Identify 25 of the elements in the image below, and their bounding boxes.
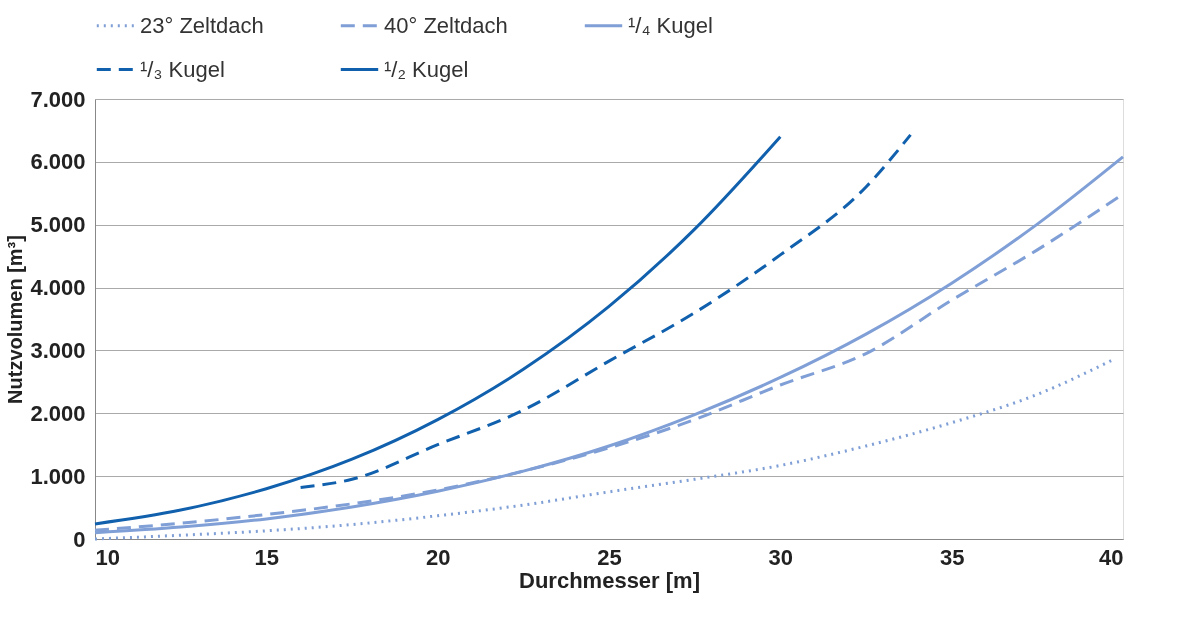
legend-label: 23° Zeltdach	[140, 12, 264, 38]
x-tick-label: 20	[425, 544, 451, 570]
legend-label: 40° Zeltdach	[384, 12, 508, 38]
y-tick-label: 1.000	[30, 463, 86, 489]
y-axis-title: Nutzvolumen [m³]	[4, 235, 27, 404]
y-tick-label: 0	[73, 526, 86, 552]
y-tick-label: 6.000	[30, 149, 86, 175]
x-tick-label: 15	[254, 544, 280, 570]
x-axis-title: Durchmesser [m]	[519, 567, 700, 593]
x-tick-label: 35	[939, 544, 965, 570]
legend-label: ¹/₃ Kugel	[140, 56, 225, 82]
y-tick-label: 5.000	[30, 212, 86, 238]
x-tick-label: 30	[768, 544, 794, 570]
line-series	[299, 133, 913, 489]
y-tick-label: 3.000	[30, 337, 86, 363]
legend-label: ¹/₄ Kugel	[628, 12, 713, 38]
line-series	[93, 135, 782, 526]
y-tick-label: 4.000	[30, 275, 86, 301]
x-tick-label: 10	[95, 544, 120, 570]
y-tick-label: 7.000	[30, 86, 86, 112]
x-tick-label: 25	[597, 544, 622, 570]
legend-label: ¹/₂ Kugel	[384, 56, 469, 82]
y-tick-label: 2.000	[30, 400, 86, 426]
x-tick-label: 40	[1099, 544, 1124, 570]
line-series	[93, 358, 1115, 541]
